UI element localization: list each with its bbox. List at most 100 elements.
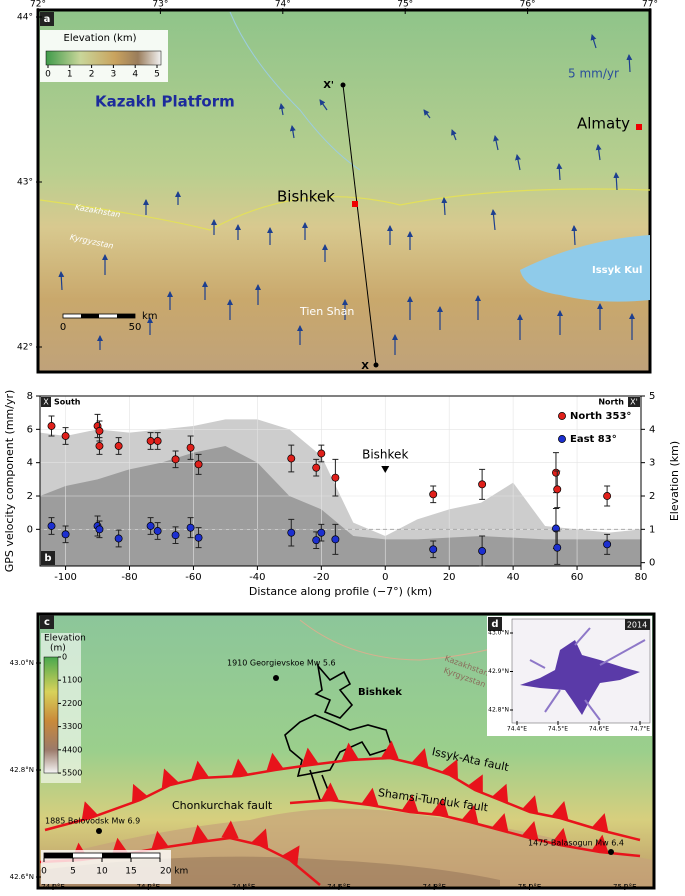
point — [194, 460, 203, 469]
point — [186, 443, 195, 452]
chart: -100 -80 -60 -40 -20 0 20 40 60 8002468012345Nort… — [3, 390, 681, 598]
year-box — [625, 619, 650, 630]
y-tick-label: 42.8°N — [488, 707, 509, 714]
city-marker — [636, 124, 642, 130]
x-tick-label: 74.2°E — [137, 883, 161, 891]
legend-label: North 353° — [570, 411, 631, 422]
x-tick-label: 75.2°E — [613, 883, 637, 891]
y-tick-label: 0 — [27, 524, 33, 535]
lake — [520, 235, 650, 302]
legend-label: East 83° — [570, 434, 617, 445]
profile-label: X' — [630, 398, 638, 407]
x-axis-label: Distance along profile (−7°) (km) — [249, 585, 432, 598]
range-label: Tien Shan — [299, 305, 354, 318]
scale-bar — [44, 853, 73, 858]
point — [317, 449, 326, 458]
x-tick-label: 77° — [642, 0, 658, 10]
urban-area — [529, 627, 646, 721]
x-tick-label: 74.6°E — [589, 726, 609, 733]
scale-unit: km — [142, 311, 158, 322]
x-tick-label: 76° — [520, 0, 536, 10]
y2-tick-label: 1 — [649, 524, 655, 535]
panel-label-box — [40, 12, 54, 26]
colorbar-label: 3300 — [62, 722, 82, 731]
colorbar-label: 3 — [111, 70, 117, 80]
point — [478, 480, 487, 489]
scale-bar — [117, 314, 135, 318]
colorbar-label: 5500 — [62, 769, 82, 778]
panel-label-box — [41, 551, 55, 565]
profile-label: X — [43, 398, 49, 407]
profile-box — [41, 397, 51, 407]
y-tick-label: 43° — [17, 178, 33, 188]
point — [312, 463, 321, 472]
city-marker — [352, 201, 358, 207]
colorbar-label: 2 — [89, 70, 95, 80]
x-tick-label: 73° — [152, 0, 168, 10]
point — [287, 454, 296, 463]
panel-label: c — [44, 617, 50, 628]
colorbar — [45, 50, 162, 66]
event-label: 1910 Georgievskoe Mw 5.6 — [227, 659, 336, 668]
x-tick-label: 74.6°E — [327, 883, 351, 891]
x-tick-label: 74.7°E — [630, 726, 650, 733]
y-tick-label: 2 — [27, 491, 33, 502]
x-tick-label: 80 — [635, 572, 648, 583]
point — [146, 522, 155, 530]
event-label: 1885 Belovodsk Mw 6.9 — [45, 817, 140, 826]
plot-frame — [39, 395, 642, 567]
point — [552, 524, 560, 533]
fault-label: Chonkurchak fault — [172, 799, 273, 812]
event — [608, 849, 614, 855]
x-tick-label: 75.0°E — [518, 883, 542, 891]
legend-marker — [558, 435, 566, 443]
panel-label: a — [44, 14, 51, 25]
city-label: Almaty — [577, 115, 630, 133]
y-tick-label: 43.0°N — [488, 630, 509, 637]
scale-label: 0 — [60, 322, 66, 333]
point — [331, 535, 340, 544]
city-label: Bishkek — [277, 188, 335, 206]
colorbar-label: 4400 — [62, 745, 82, 754]
scale-bar — [81, 314, 99, 318]
colorbar-label: 2200 — [62, 699, 82, 708]
colorbar-label: 0 — [45, 70, 51, 80]
point — [317, 528, 326, 537]
y-tick-label: 42.6°N — [10, 873, 34, 881]
panel-label-box — [488, 617, 502, 631]
point — [194, 533, 203, 542]
y2-tick-label: 4 — [649, 424, 655, 435]
profile-label: X — [361, 361, 369, 372]
y-tick-label: 8 — [27, 391, 33, 402]
event-label: 1475 Balasogun Mw 6.4 — [528, 839, 624, 848]
scale-label: 20 km — [160, 867, 188, 877]
point — [552, 468, 560, 477]
x-tick-label: 40 — [507, 572, 520, 583]
legend-title: Elevation (km) — [64, 33, 137, 44]
profile-line — [342, 84, 377, 366]
event — [96, 828, 102, 834]
point — [553, 543, 562, 552]
event — [273, 675, 279, 681]
x-tick-label: 74.0°E — [41, 883, 65, 891]
colorbar-label: 1100 — [62, 676, 82, 685]
point — [95, 427, 104, 435]
point — [153, 437, 162, 445]
scale-label: 10 — [96, 867, 108, 877]
y-tick-label: 43.0°N — [10, 659, 34, 667]
point — [603, 492, 612, 500]
scale-label: 15 — [125, 867, 136, 877]
x-tick-label: 74.8°E — [422, 883, 446, 891]
y-tick-label: 42.8°N — [10, 766, 34, 774]
annotation: Bishkek — [362, 448, 408, 462]
direction-label: South — [54, 398, 81, 407]
year: 2014 — [627, 621, 647, 630]
point — [429, 545, 438, 554]
panel-label: b — [44, 553, 51, 564]
panel-label-box — [40, 615, 54, 629]
y-tick-label: 44° — [17, 13, 33, 23]
point — [287, 528, 296, 537]
y2-tick-label: 5 — [649, 391, 655, 402]
point — [171, 531, 180, 540]
colorbar-label: 5 — [154, 70, 160, 80]
